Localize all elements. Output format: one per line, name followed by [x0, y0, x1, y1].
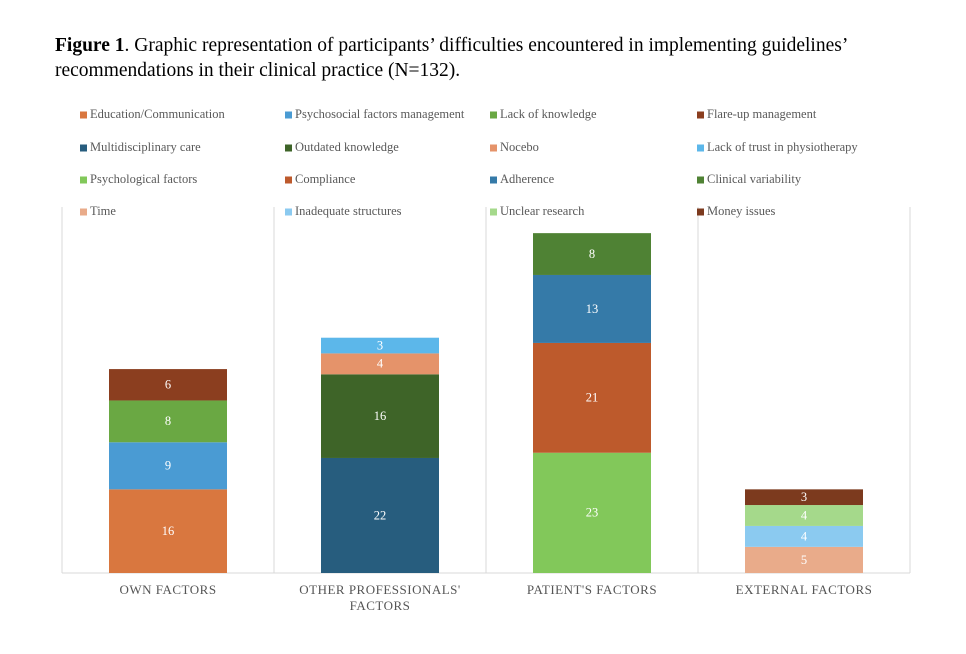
- bar-segment: [533, 452, 651, 573]
- bar-segment: [321, 353, 439, 375]
- legend-swatch: [490, 176, 497, 184]
- legend-swatch: [697, 208, 704, 216]
- legend-label: Money issues: [707, 204, 776, 218]
- bar-segment: [109, 442, 227, 490]
- legend-label: Psychosocial factors management: [295, 107, 465, 121]
- bar-segment: [109, 489, 227, 573]
- x-tick-label: PATIENT'S FACTORS: [526, 582, 658, 597]
- bar-segment: [109, 369, 227, 401]
- legend-label: Nocebo: [500, 140, 539, 154]
- data-label: 4: [377, 357, 384, 371]
- legend-label: Clinical variability: [707, 172, 802, 186]
- data-label: 8: [165, 414, 171, 428]
- chart-title: . Graphic representation of participants…: [55, 35, 847, 81]
- legend-swatch: [285, 208, 292, 216]
- x-tick-label: EXTERNAL FACTORS: [735, 582, 873, 597]
- legend-label: Multidisciplinary care: [90, 140, 201, 154]
- legend-swatch: [697, 144, 704, 152]
- legend-label: Compliance: [295, 172, 356, 186]
- data-label: 22: [374, 508, 387, 522]
- legend-label: Lack of knowledge: [500, 107, 597, 121]
- legend-swatch: [285, 144, 292, 152]
- legend-swatch: [285, 176, 292, 184]
- legend-label: Education/Communication: [90, 107, 225, 121]
- data-label: 9: [165, 459, 171, 473]
- legend-swatch: [285, 111, 292, 119]
- data-label: 3: [801, 490, 807, 504]
- bar-segment: [321, 457, 439, 573]
- bar-segment: [745, 525, 863, 547]
- legend-swatch: [697, 111, 704, 119]
- legend-label: Flare-up management: [707, 107, 817, 121]
- data-label: 4: [801, 508, 808, 522]
- legend-swatch: [80, 144, 87, 152]
- data-label: 16: [374, 409, 387, 423]
- legend-label: Adherence: [500, 172, 555, 186]
- legend-label: Outdated knowledge: [295, 140, 399, 154]
- legend-label: Time: [90, 204, 116, 218]
- x-tick-label: OTHER PROFESSIONALS' FACTORS: [299, 582, 461, 613]
- legend-swatch: [80, 176, 87, 184]
- data-label: 21: [586, 391, 599, 405]
- legend-swatch: [490, 144, 497, 152]
- legend-swatch: [490, 208, 497, 216]
- bar-segment: [533, 342, 651, 453]
- bar-segment: [321, 374, 439, 458]
- legend-label: Inadequate structures: [295, 204, 402, 218]
- data-label: 8: [589, 247, 595, 261]
- legend-label: Psychological factors: [90, 172, 197, 186]
- legend-label: Lack of trust in physiotherapy: [707, 140, 858, 154]
- data-label: 13: [586, 302, 599, 316]
- legend-swatch: [80, 208, 87, 216]
- data-label: 4: [801, 529, 808, 543]
- bar-segment: [745, 546, 863, 573]
- figure-label: Figure 1: [55, 35, 125, 56]
- legend-swatch: [490, 111, 497, 119]
- legend-label: Unclear research: [500, 204, 585, 218]
- x-tick-label: OWN FACTORS: [119, 582, 217, 597]
- data-label: 23: [586, 506, 599, 520]
- data-label: 3: [377, 338, 383, 352]
- bar-segment: [533, 233, 651, 275]
- bar-segment: [745, 489, 863, 506]
- data-label: 16: [162, 524, 175, 538]
- bar-segment: [109, 400, 227, 443]
- data-label: 5: [801, 553, 807, 567]
- legend-swatch: [80, 111, 87, 119]
- bar-segment: [745, 505, 863, 526]
- figure-caption: Figure 1. Graphic representation of part…: [55, 33, 915, 83]
- bar-segment: [321, 337, 439, 354]
- bar-segment: [533, 274, 651, 343]
- data-label: 6: [165, 378, 171, 392]
- legend-swatch: [697, 176, 704, 184]
